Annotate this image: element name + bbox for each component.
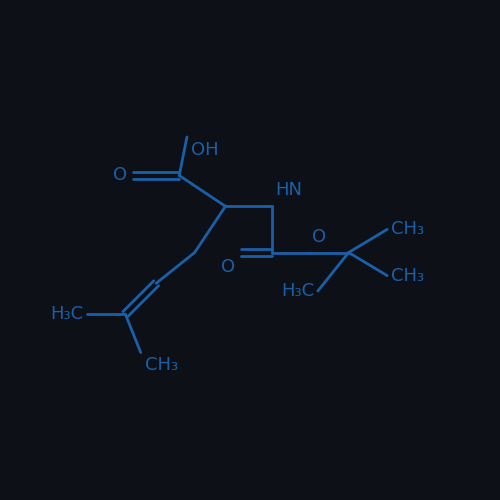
Text: O: O xyxy=(113,166,128,184)
Text: H₃C: H₃C xyxy=(50,305,83,323)
Text: CH₃: CH₃ xyxy=(144,356,178,374)
Text: OH: OH xyxy=(191,141,218,159)
Text: HN: HN xyxy=(276,182,302,200)
Text: CH₃: CH₃ xyxy=(391,266,424,284)
Text: O: O xyxy=(312,228,326,246)
Text: O: O xyxy=(221,258,235,276)
Text: H₃C: H₃C xyxy=(281,282,314,300)
Text: CH₃: CH₃ xyxy=(391,220,424,238)
